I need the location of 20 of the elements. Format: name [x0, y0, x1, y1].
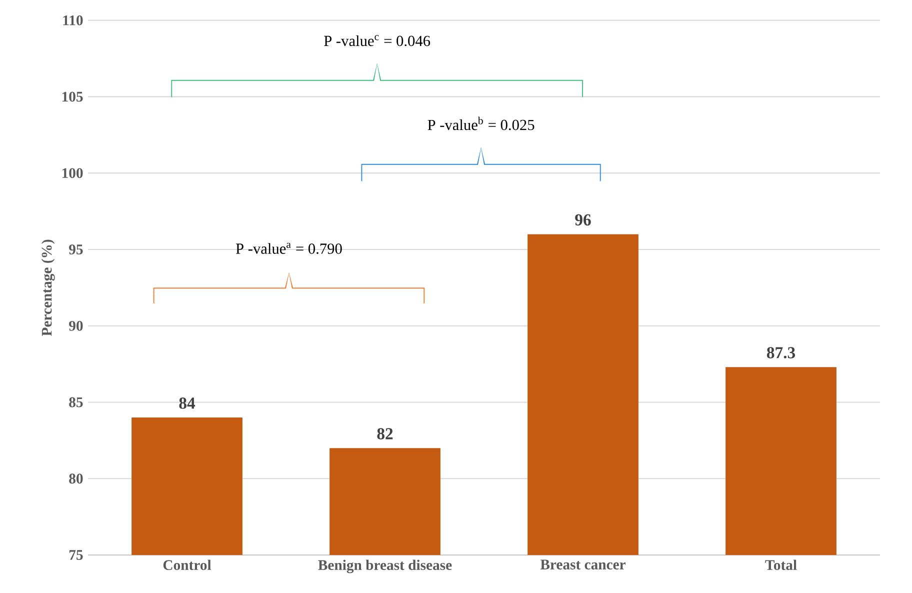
data-label: 96 [575, 214, 591, 226]
y-tick-label: 90 [69, 320, 83, 331]
x-tick-label: Control [163, 560, 212, 570]
data-label: 82 [377, 428, 393, 440]
x-tick-label: Total [765, 560, 797, 570]
x-tick-label: Breast cancer [540, 560, 626, 570]
annotation: P -value$^{b}$ = 0.025 [428, 116, 534, 130]
y-tick-label: 110 [63, 15, 83, 26]
y-tick-label: 85 [69, 397, 83, 408]
y-tick-label: 80 [69, 474, 83, 484]
data-label: 87.3 [766, 347, 796, 358]
y-tick-label: 100 [62, 168, 83, 178]
y-tick-label: 105 [62, 92, 83, 102]
data-label: 84 [179, 398, 196, 409]
y-tick-label: 75 [69, 550, 83, 560]
annotation: P -value$^{c}$ = 0.046 [324, 35, 430, 46]
y-tick-label: 95 [69, 244, 83, 254]
x-tick-label: Benign breast disease [318, 560, 452, 574]
annotation: P -value$^{a}$ = 0.790 [236, 242, 342, 254]
y-axis-title: Percentage (%) [41, 240, 55, 336]
